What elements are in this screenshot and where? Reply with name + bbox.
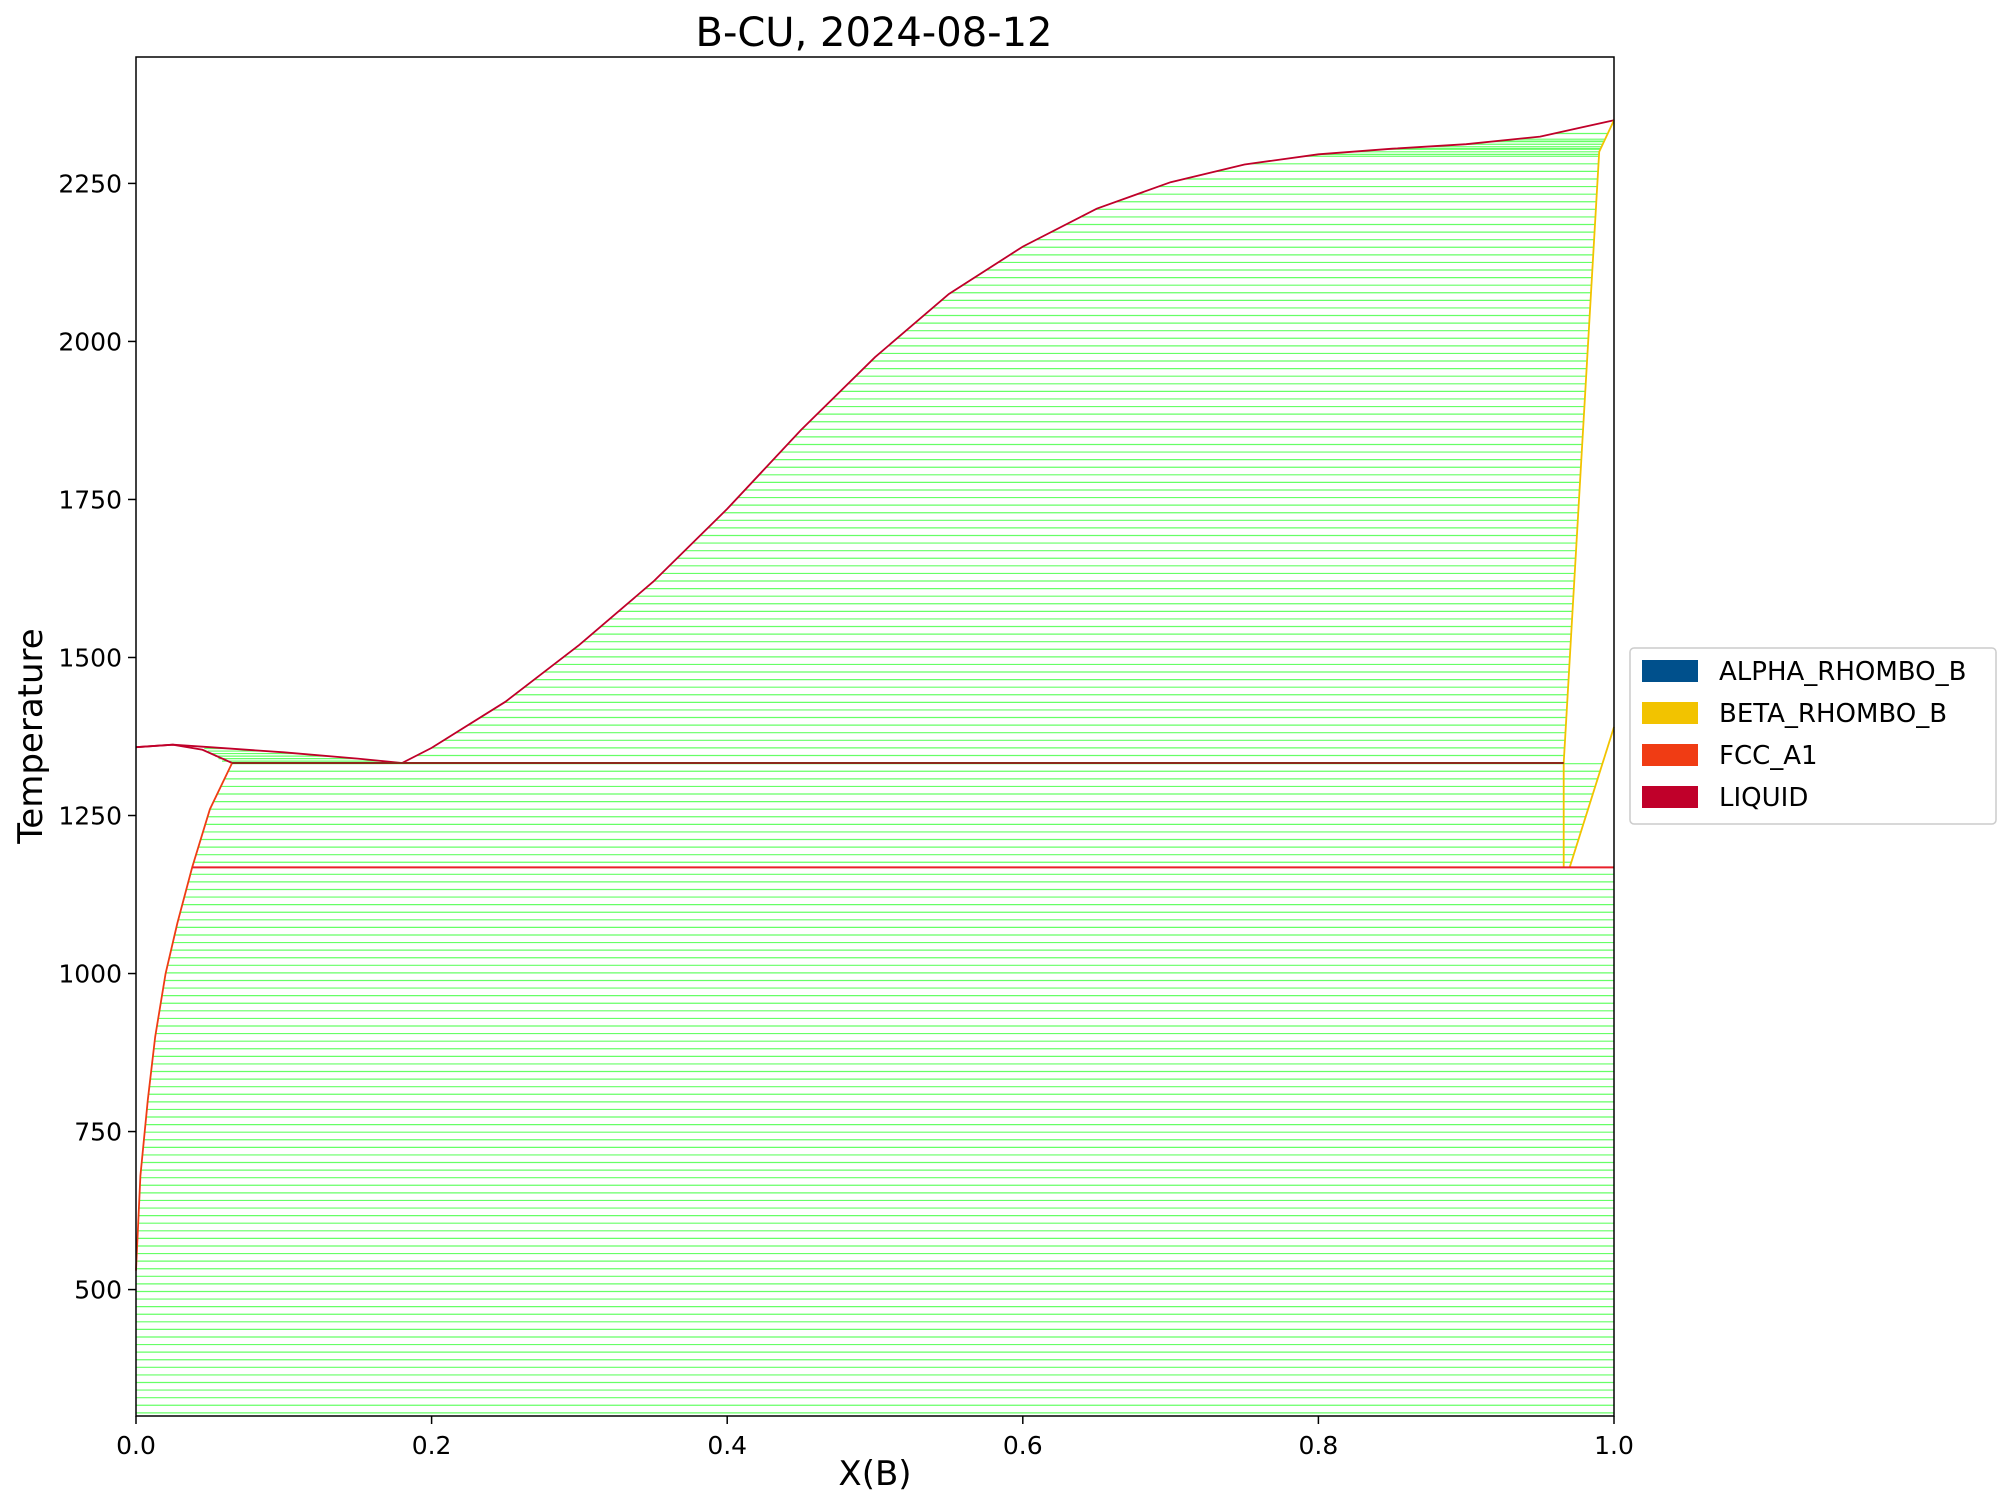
x-tick-label: 0.8 — [1299, 1431, 1339, 1460]
phase-boundary-beta-rhombo-b — [1568, 726, 1615, 868]
legend-label: BETA_RHOMBO_B — [1719, 699, 1947, 729]
legend-swatch — [1642, 786, 1698, 808]
y-tick-label: 1500 — [58, 643, 122, 672]
phase-boundary-liquid — [135, 119, 1615, 764]
legend-swatch — [1642, 660, 1698, 682]
y-axis-label: Temperature — [11, 628, 51, 844]
legend: ALPHA_RHOMBO_B BETA_RHOMBO_B FCC_A1 LIQUID — [1629, 647, 1997, 825]
y-tick-label: 1000 — [58, 960, 122, 989]
x-axis-label: X(B) — [838, 1454, 911, 1494]
legend-swatch — [1642, 744, 1698, 766]
phase-boundary-fcc-a1 — [135, 762, 233, 1271]
y-tick-label: 1750 — [58, 485, 122, 514]
y-tick-label: 2250 — [58, 169, 122, 198]
legend-label: FCC_A1 — [1719, 741, 1818, 771]
chart-title: B-CU, 2024-08-12 — [696, 10, 1053, 56]
phase-boundaries — [135, 119, 1615, 1271]
plot-area-frame — [135, 56, 1615, 1417]
phase-boundary-liquid — [135, 743, 233, 764]
legend-label: LIQUID — [1719, 783, 1808, 813]
legend-label: ALPHA_RHOMBO_B — [1719, 657, 1966, 687]
legend-swatch — [1642, 702, 1698, 724]
x-axis-ticks: 0.0 0.2 0.4 0.6 0.8 1.0 — [116, 1416, 1634, 1460]
y-tick-label: 1250 — [58, 802, 122, 831]
x-tick-label: 0.6 — [1003, 1431, 1043, 1460]
y-tick-label: 500 — [74, 1276, 122, 1305]
phase-boundary-beta-rhombo-b — [1562, 119, 1615, 868]
tie-lines — [136, 132, 1614, 1414]
x-tick-label: 0.2 — [412, 1431, 452, 1460]
x-tick-label: 0.0 — [116, 1431, 156, 1460]
x-tick-label: 1.0 — [1594, 1431, 1634, 1460]
y-tick-label: 2000 — [58, 327, 122, 356]
legend-frame — [1629, 647, 1997, 825]
y-axis-ticks: 500 750 1000 1250 1500 1750 2000 2250 — [58, 169, 136, 1305]
y-tick-label: 750 — [74, 1118, 122, 1147]
x-tick-label: 0.4 — [707, 1431, 747, 1460]
